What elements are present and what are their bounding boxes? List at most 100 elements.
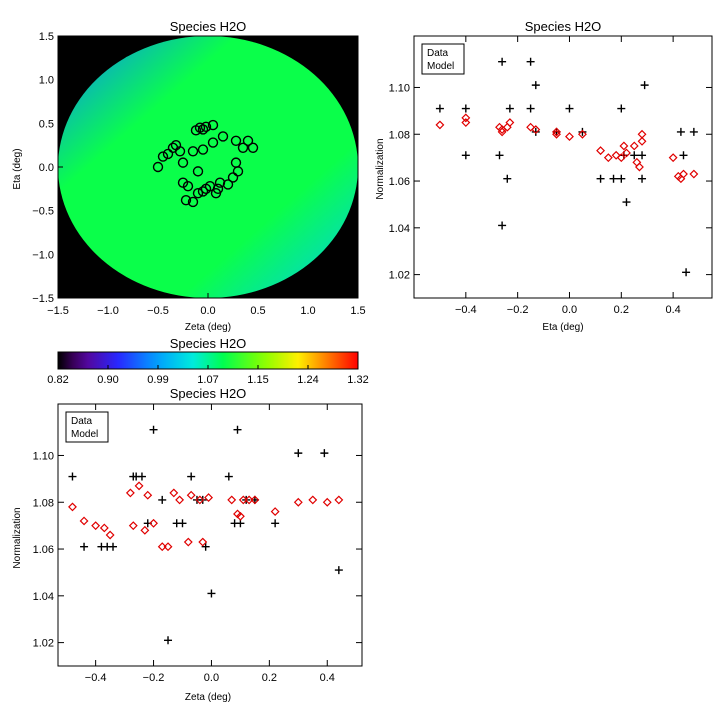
heatmap-marker [152, 161, 164, 173]
zeta-scatter-data-point [207, 589, 216, 598]
eta-scatter-data-point [503, 174, 512, 183]
colorbar-tick-label: 1.15 [247, 374, 268, 386]
heatmap-ytick-label: 1.5 [39, 31, 54, 43]
heatmap-xtick-label: 0.5 [250, 305, 265, 317]
eta-scatter-data-point [531, 81, 540, 90]
heatmap-xtick-label: −1.5 [47, 305, 69, 317]
eta-scatter-model-point [668, 153, 678, 163]
zeta-scatter-legend-data: Data [71, 416, 93, 427]
heatmap-marker [237, 142, 249, 153]
eta-scatter-model-point [629, 141, 639, 151]
eta-scatter-data-point [622, 198, 631, 207]
heatmap-xtick-label: 1.5 [350, 305, 365, 317]
eta-scatter-ytick-label: 1.06 [389, 176, 410, 188]
eta-scatter-ytick-label: 1.04 [389, 223, 410, 235]
colorbar-panel: Species H2O 0.82 0.90 0.99 1.07 1.15 1.24 1.32 [47, 336, 368, 386]
zeta-scatter-model-point [322, 497, 332, 507]
zeta-scatter-model-point [134, 481, 144, 491]
zeta-scatter-model-point [143, 490, 153, 500]
heatmap-marker [197, 186, 209, 197]
eta-scatter-model-point [619, 141, 629, 151]
zeta-scatter-model-point [250, 495, 260, 505]
eta-scatter-xtick-label: −0.4 [455, 304, 477, 316]
eta-scatter-model-point [552, 129, 561, 139]
eta-scatter-data-point [526, 57, 535, 66]
zeta-scatter-model-point [125, 488, 135, 498]
heatmap-marker [210, 187, 222, 199]
heatmap-ytick-label: −1.0 [32, 249, 54, 261]
heatmap-ylabel: Eta (deg) [12, 148, 23, 189]
zeta-scatter-xtick-label: 0.0 [204, 672, 219, 684]
heatmap-marker [214, 177, 226, 188]
heatmap-ytick-label: 0.0 [39, 162, 54, 174]
eta-scatter-data-point [609, 174, 618, 183]
heatmap-marker [200, 183, 212, 195]
eta-scatter-data-point [498, 221, 507, 230]
eta-scatter-title: Species H2O [525, 19, 602, 34]
heatmap-marker [247, 142, 259, 153]
heatmap-marker [187, 196, 199, 208]
zeta-scatter-model-point [140, 525, 150, 535]
heatmap-marker [192, 166, 204, 177]
eta-scatter-data-point [461, 151, 470, 160]
heatmap-ytick-label: −0.5 [32, 206, 54, 218]
heatmap-marker [197, 124, 209, 135]
eta-scatter-legend-data: Data [427, 48, 449, 59]
eta-scatter-data-point [638, 151, 647, 160]
colorbar-title: Species H2O [170, 336, 247, 351]
zeta-scatter-data-point [137, 472, 146, 481]
zeta-scatter-ytick-label: 1.04 [33, 591, 54, 603]
heatmap-marker [174, 146, 186, 157]
heatmap-marker [222, 179, 234, 190]
heatmap-ytick-label: −1.5 [32, 293, 54, 305]
zeta-scatter-model-point [157, 542, 167, 552]
zeta-scatter-xtick-label: 0.2 [262, 672, 277, 684]
eta-scatter-model-point [435, 120, 445, 130]
colorbar-tick-label: 0.99 [147, 374, 168, 386]
zeta-scatter-model-point [235, 511, 245, 521]
heatmap-xtick-label: −1.0 [97, 305, 119, 317]
zeta-scatter-panel: Species H2O Zeta (deg) Normalization −0.… [12, 386, 363, 703]
zeta-scatter-xlabel: Zeta (deg) [185, 692, 231, 703]
zeta-scatter-model-point [175, 495, 185, 505]
zeta-scatter-model-point [91, 521, 101, 531]
heatmap-marker [232, 166, 244, 177]
heatmap-panel: Species H2O Zeta (deg) Eta (deg) −1.5 −1.… [12, 19, 366, 333]
zeta-scatter-ytick-label: 1.10 [33, 450, 54, 462]
zeta-scatter-model-point [128, 521, 138, 531]
zeta-scatter-data-point [271, 519, 280, 528]
heatmap-marker [207, 119, 219, 131]
zeta-scatter-model-point [195, 495, 205, 505]
heatmap-xtick-label: −0.5 [147, 305, 169, 317]
eta-scatter-model-point [497, 127, 507, 137]
eta-scatter-model-point [577, 129, 587, 139]
eta-scatter-model-point [526, 122, 536, 132]
eta-scatter-data-point [676, 127, 685, 136]
colorbar-tick-label: 1.32 [347, 374, 368, 386]
eta-scatter-data-point [682, 268, 691, 277]
zeta-scatter-legend-model: Model [71, 429, 98, 440]
zeta-scatter-model-point [270, 507, 280, 517]
eta-scatter-data-point [640, 81, 649, 90]
eta-scatter-panel: Species H2O Eta (deg) Normalization −0.4… [375, 19, 713, 333]
heatmap-marker [227, 172, 239, 183]
zeta-scatter-data-point [233, 425, 242, 434]
eta-scatter-model-point [596, 146, 606, 156]
eta-scatter-data-point [596, 174, 605, 183]
zeta-scatter-data-point [158, 495, 167, 504]
zeta-scatter-data-point [68, 472, 77, 481]
zeta-scatter-model-point [105, 530, 115, 540]
zeta-scatter-title: Species H2O [170, 386, 247, 401]
zeta-scatter-data-point [187, 472, 196, 481]
eta-scatter-data-point [435, 104, 444, 113]
heatmap-marker [242, 135, 254, 147]
eta-scatter-data-point [526, 104, 535, 113]
eta-scatter-data-point [552, 127, 561, 136]
heatmap-ytick-label: 0.5 [39, 118, 54, 130]
eta-scatter-data-point [461, 104, 470, 113]
zeta-scatter-model-point [79, 516, 89, 526]
eta-scatter-data-point [617, 174, 626, 183]
colorbar-tick-label: 0.82 [47, 374, 68, 386]
eta-scatter-model-point [603, 153, 613, 163]
eta-scatter-xtick-label: 0.0 [562, 304, 577, 316]
